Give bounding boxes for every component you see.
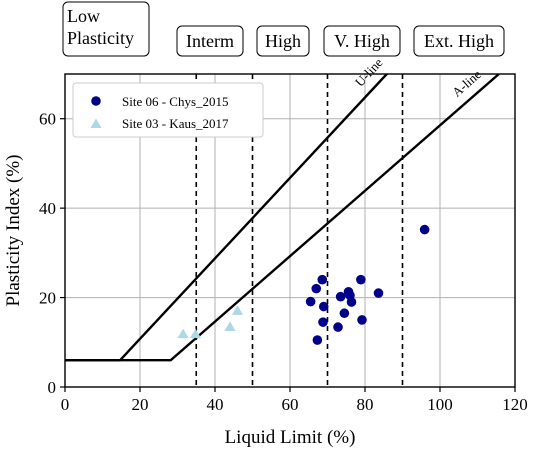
- data-points: [177, 224, 430, 345]
- y-tick-label: 20: [39, 289, 56, 308]
- data-point-site06: [311, 283, 322, 294]
- data-point-site06: [318, 301, 329, 312]
- data-point-site06: [346, 297, 357, 307]
- data-point-site06: [356, 274, 366, 285]
- data-point-site03: [231, 305, 244, 315]
- zone-box: [62, 1, 150, 57]
- zone-label: V. High: [334, 31, 390, 51]
- a-line-label: A-line: [449, 67, 484, 100]
- data-point-site06: [373, 288, 384, 298]
- data-point-site06: [312, 335, 323, 345]
- x-tick-label: 100: [427, 395, 453, 414]
- legend-box: [72, 82, 264, 138]
- x-tick-label: 60: [282, 395, 299, 414]
- zone-box: [176, 25, 244, 57]
- ticks: 0 20 40 60 80 100 120 0 20 40 60: [39, 110, 528, 414]
- zone-box: [413, 25, 505, 57]
- x-tick-label: 0: [61, 395, 70, 414]
- zone-label: Interm: [186, 31, 234, 51]
- zone-box: [256, 25, 310, 57]
- data-point-site03: [177, 328, 189, 339]
- u-line-label: U-line: [352, 55, 386, 90]
- data-point-site06: [317, 274, 328, 285]
- y-tick-label: 0: [48, 378, 57, 397]
- data-point-site06: [419, 224, 430, 235]
- zone-label: Plasticity: [67, 28, 134, 48]
- data-point-site03: [189, 328, 202, 339]
- legend: Site 06 - Chys_2015 Site 03 - Kaus_2017: [72, 82, 264, 138]
- zone-label: Ext. High: [424, 31, 494, 51]
- zone-label: Low: [67, 6, 100, 26]
- data-point-site06: [335, 291, 346, 302]
- legend-marker-site06: [91, 96, 101, 106]
- data-point-site06: [305, 296, 316, 307]
- data-point-site06: [318, 317, 328, 327]
- data-point-site03: [224, 321, 236, 332]
- x-tick-label: 20: [132, 395, 149, 414]
- x-tick-label: 40: [207, 395, 224, 414]
- data-point-site06: [333, 322, 343, 332]
- y-axis-title: Plasticity Index (%): [3, 155, 24, 307]
- x-tick-label: 80: [357, 395, 374, 414]
- zone-label: High: [265, 31, 301, 51]
- legend-marker-site03: [90, 118, 102, 128]
- legend-label-site03: Site 03 - Kaus_2017: [122, 116, 229, 131]
- x-tick-label: 120: [502, 395, 528, 414]
- y-tick-label: 60: [39, 110, 56, 129]
- classification-lines: [65, 74, 500, 362]
- data-point-site06: [339, 308, 350, 319]
- x-axis-title: Liquid Limit (%): [225, 427, 356, 448]
- a-line: [65, 74, 500, 362]
- legend-label-site06: Site 06 - Chys_2015: [122, 94, 229, 109]
- zone-box: [323, 25, 401, 57]
- y-tick-label: 40: [39, 199, 56, 218]
- zone-boundary-lines: [195, 74, 404, 387]
- data-point-site06: [357, 315, 367, 325]
